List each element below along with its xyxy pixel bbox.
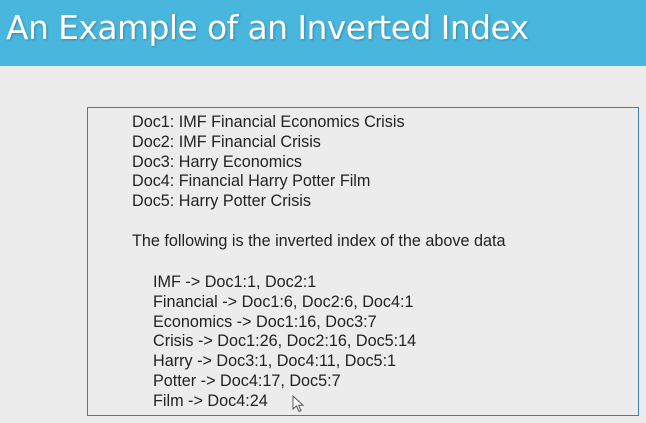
index-entry: Potter -> Doc4:17, Doc5:7 — [153, 371, 341, 390]
document-line: Doc4: Financial Harry Potter Film — [132, 172, 371, 191]
index-entry: Financial -> Doc1:6, Doc2:6, Doc4:1 — [153, 292, 414, 311]
document-line: Doc5: Harry Potter Crisis — [132, 192, 311, 211]
index-entry: Harry -> Doc3:1, Doc4:11, Doc5:1 — [153, 352, 397, 371]
content-box: Doc1: IMF Financial Economics Crisis Doc… — [87, 107, 639, 416]
index-entry: Crisis -> Doc1:26, Doc2:16, Doc5:14 — [153, 332, 417, 351]
mouse-pointer-icon — [292, 395, 305, 413]
document-list: Doc1: IMF Financial Economics Crisis Doc… — [132, 113, 405, 212]
document-line: Doc3: Harry Economics — [132, 152, 303, 171]
intro-text: The following is the inverted index of t… — [132, 232, 506, 250]
index-entry: IMF -> Doc1:1, Doc2:1 — [153, 273, 317, 291]
index-entry: Film -> Doc4:24 — [153, 391, 268, 410]
document-line: Doc2: IMF Financial Crisis — [132, 132, 321, 151]
title-bar: An Example of an Inverted Index — [0, 0, 646, 66]
inverted-index-list: IMF -> Doc1:1, Doc2:1 Financial -> Doc1:… — [153, 273, 416, 412]
document-line: Doc1: IMF Financial Economics Crisis — [132, 113, 405, 131]
index-entry: Economics -> Doc1:16, Doc3:7 — [153, 312, 377, 331]
slide-title: An Example of an Inverted Index — [6, 8, 529, 47]
